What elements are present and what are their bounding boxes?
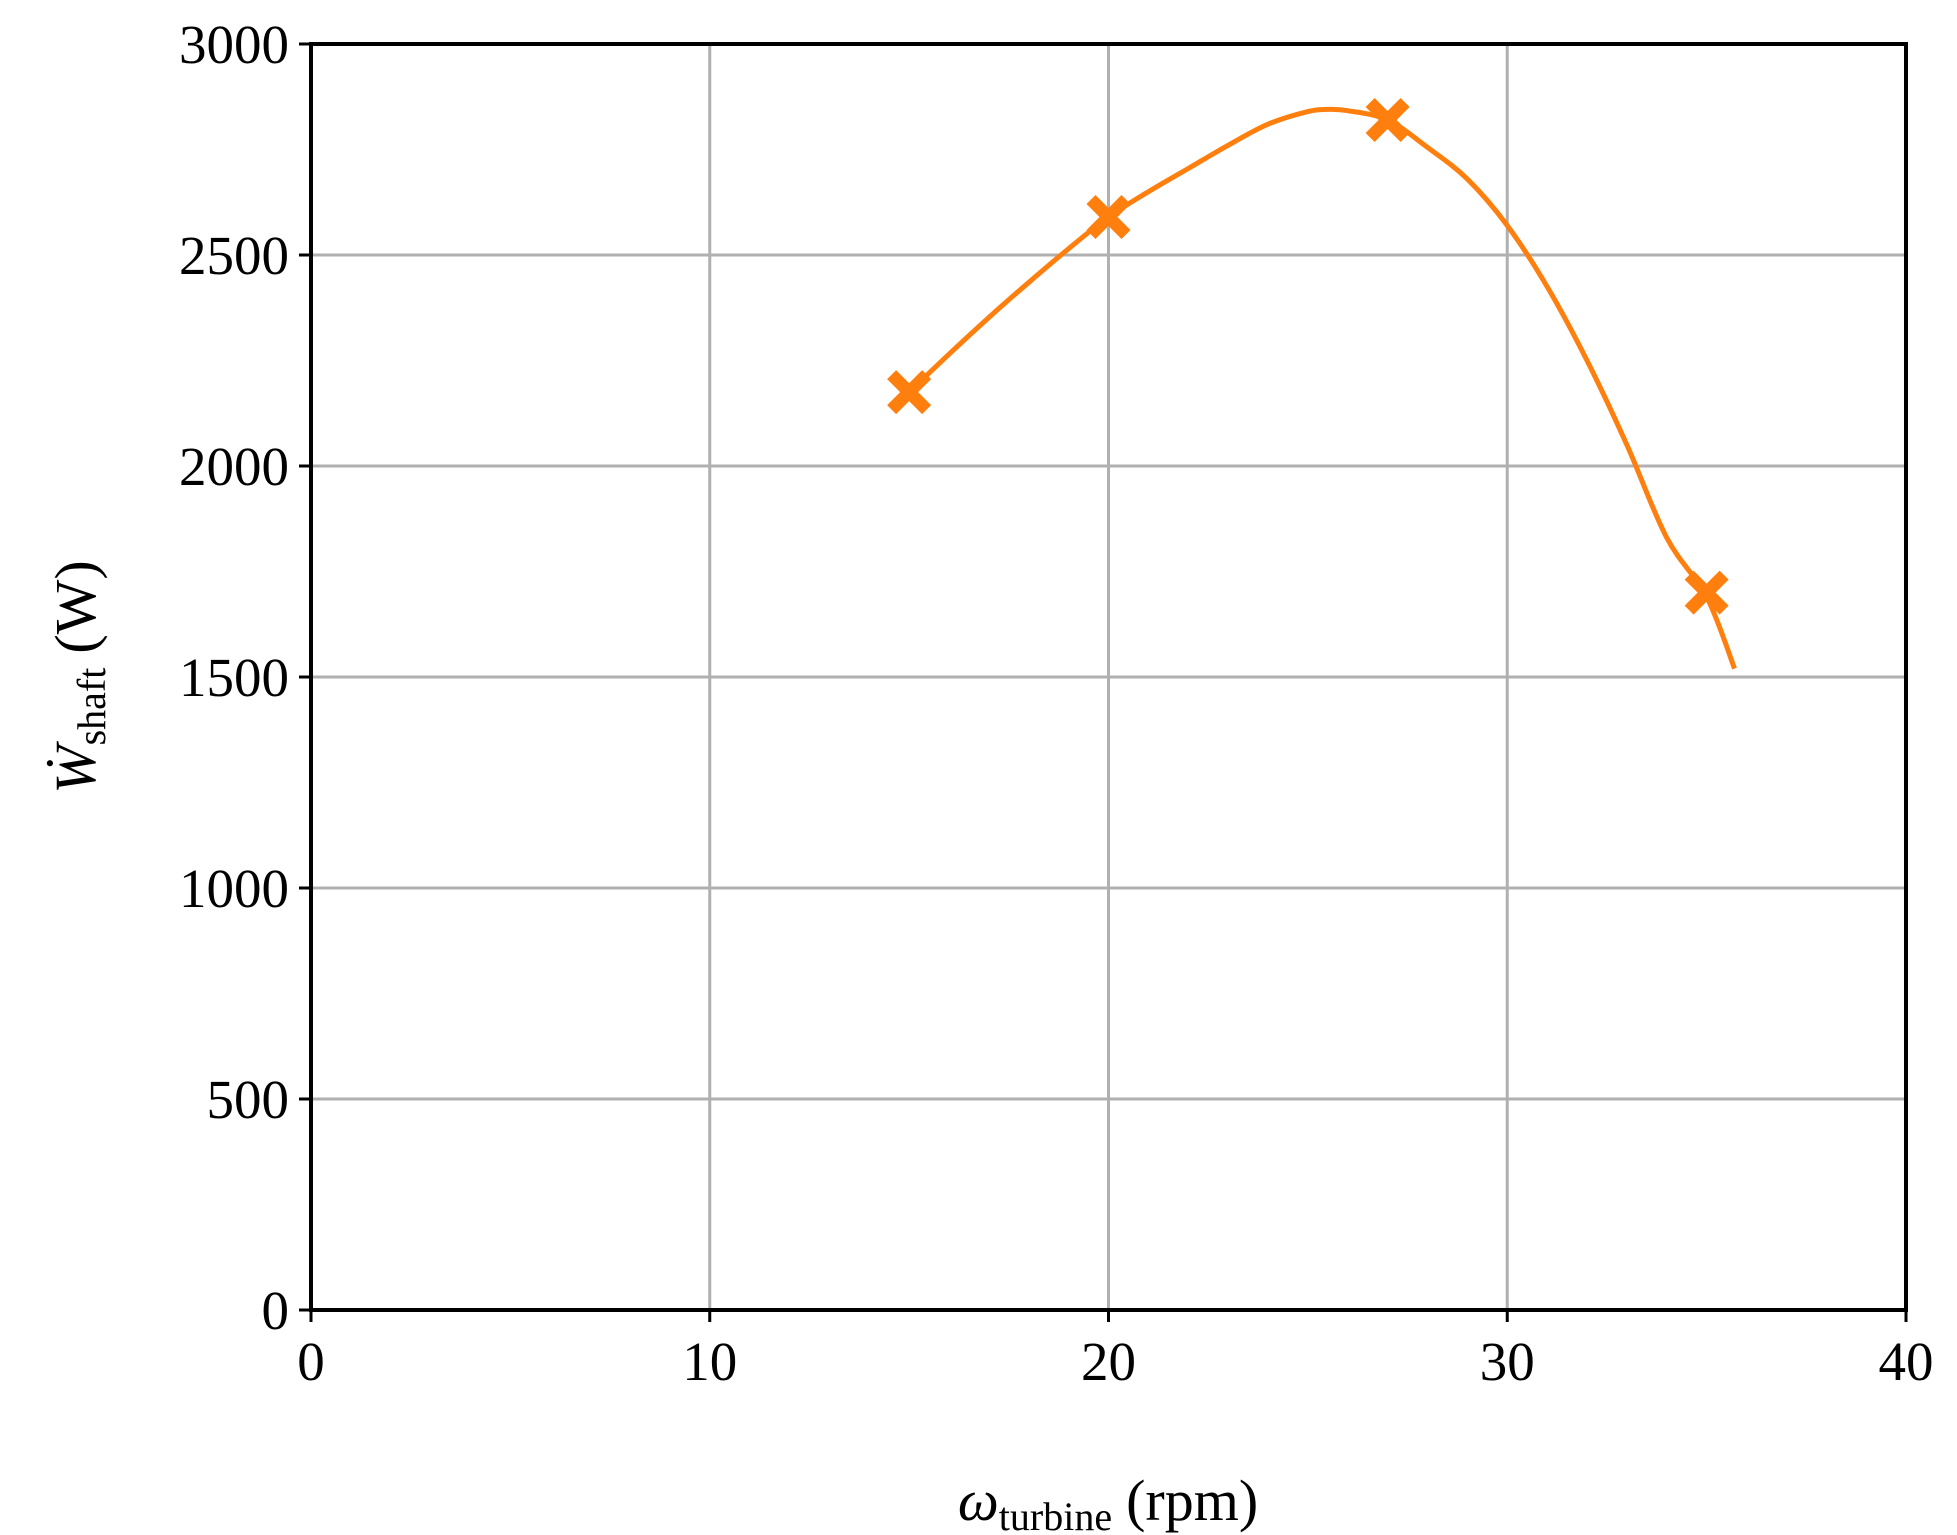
x-axis-label: ωturbine (rpm) [958,1468,1258,1535]
x-tick-label: 40 [1879,1331,1934,1392]
x-tick-label: 10 [682,1331,737,1392]
data-point-marker [1684,570,1729,615]
y-tick-label: 3000 [179,14,289,75]
y-tick-label: 0 [262,1280,290,1341]
ticks: 0 10 20 30 40 0 500 1000 1500 2000 2500 3000 [179,14,1934,1392]
y-tick-label: 500 [207,1069,290,1130]
y-axis-label: Ẇshaft(W) [43,560,114,793]
y-tick-label: 1000 [179,858,289,919]
axes-frame [309,42,1908,1312]
x-tick-label: 0 [297,1331,325,1392]
series-fit-curve [907,106,1737,670]
x-tick-label: 20 [1081,1331,1136,1392]
data-point-marker [1086,195,1131,240]
data-point-marker [1365,97,1410,142]
y-tick-label: 2000 [179,436,289,497]
series-markers [887,97,1729,615]
y-tick-label: 2500 [179,225,289,286]
data-point-marker [887,370,932,415]
grid [309,42,1908,1312]
x-tick-label: 30 [1480,1331,1535,1392]
fit-curve-line [907,106,1737,670]
y-tick-label: 1500 [179,647,289,708]
